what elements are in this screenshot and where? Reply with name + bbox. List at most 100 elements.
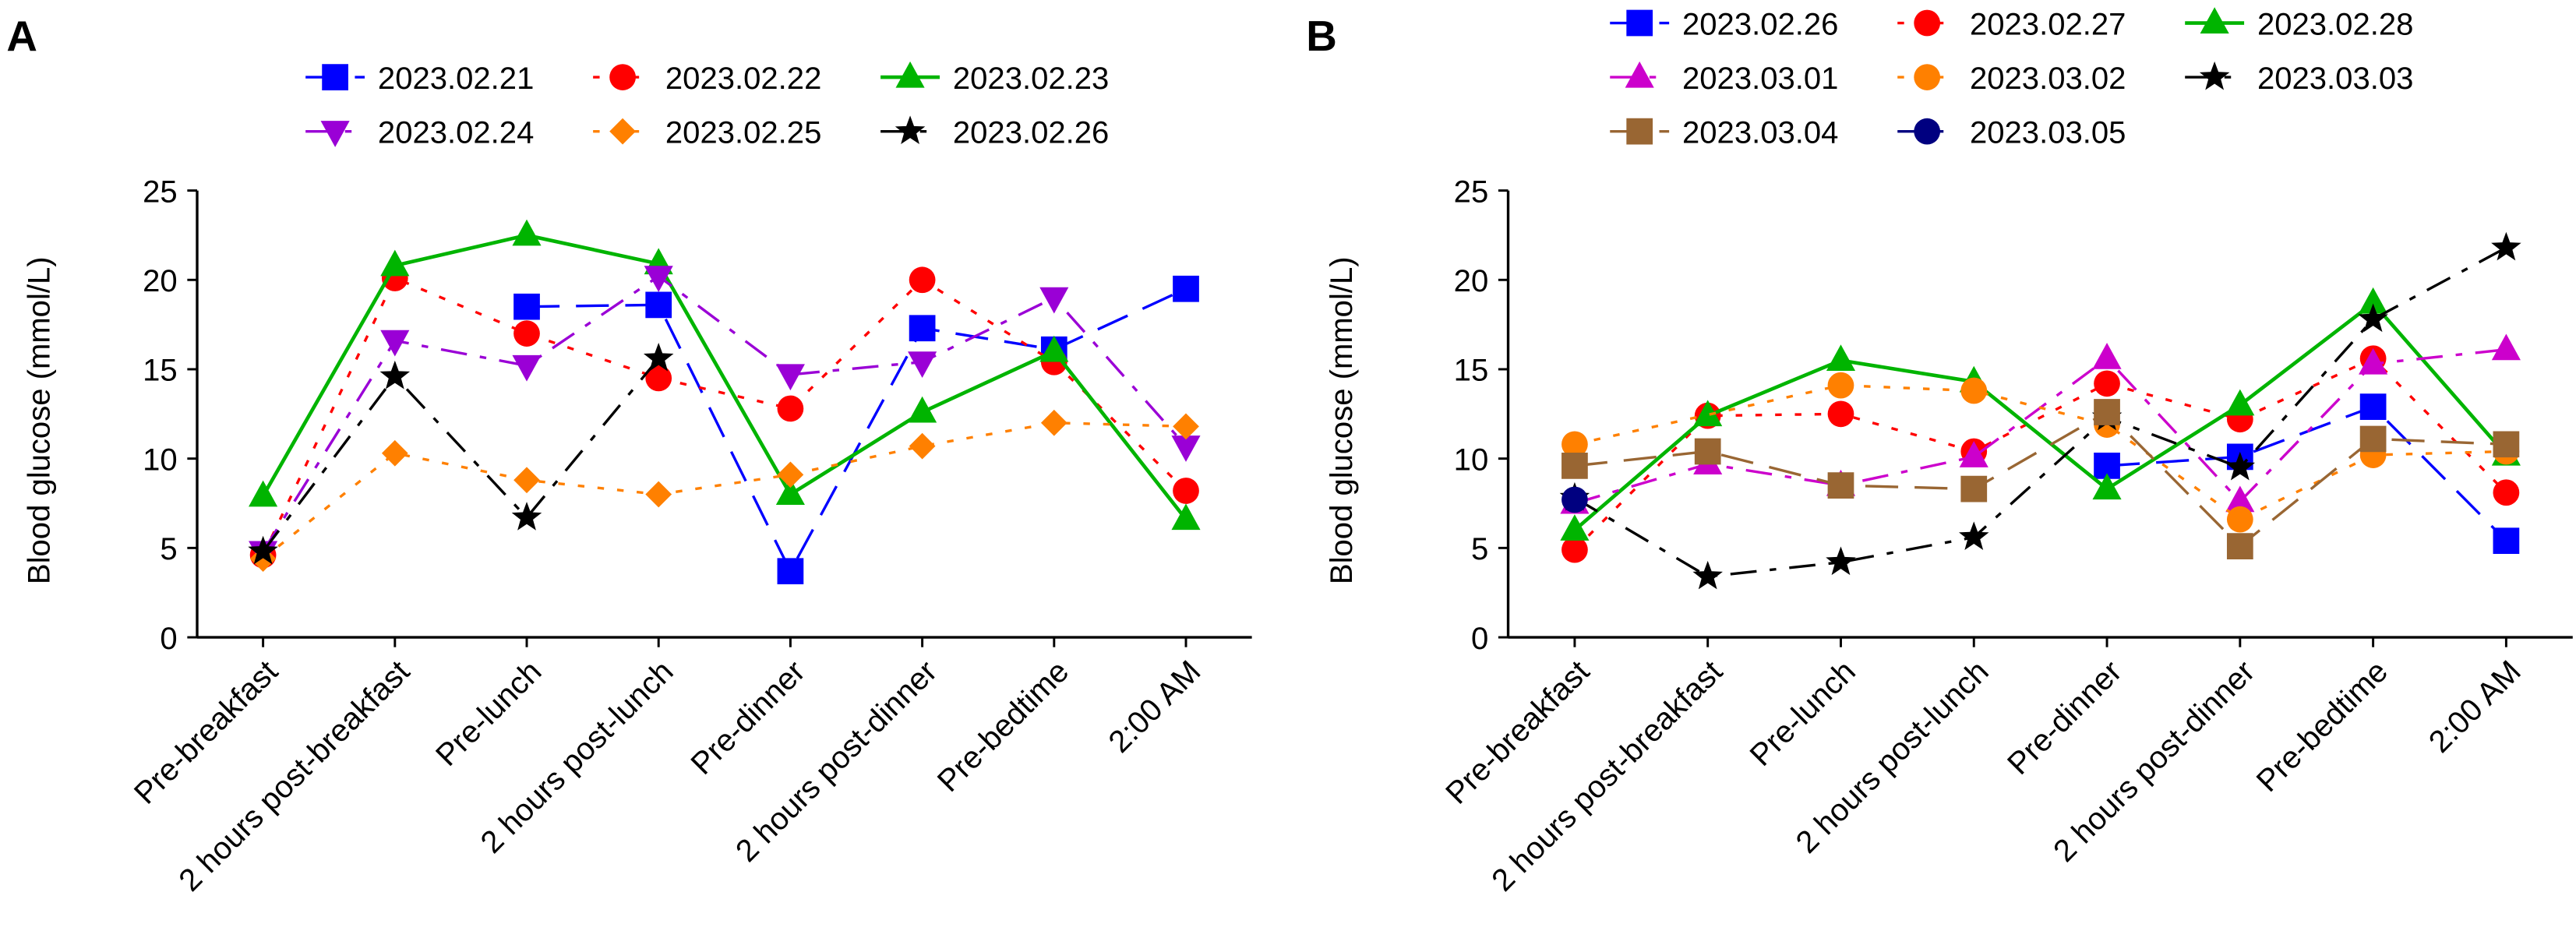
y-axis-label: Blood glucose (mmol/L) — [1325, 256, 1359, 584]
data-point — [2493, 431, 2520, 458]
legend: 2023.02.26 2023.02.27 2023.02.28 2023.03.01… — [1610, 7, 2413, 150]
legend-label: 2023.02.27 — [1970, 7, 2126, 41]
legend-label: 2023.02.28 — [2257, 7, 2413, 41]
data-point — [2094, 370, 2120, 397]
legend-label: 2023.02.26 — [1682, 7, 1838, 41]
series-2023.02.21 — [513, 275, 1199, 585]
data-point — [380, 249, 410, 277]
legend-label: 2023.02.22 — [665, 62, 821, 96]
series-2023.03.04 — [1561, 399, 2520, 559]
data-point — [512, 354, 542, 382]
legend-marker — [320, 121, 350, 147]
y-tick-label: 25 — [1454, 175, 1489, 209]
series-line — [1573, 300, 2508, 532]
data-point — [644, 266, 673, 292]
data-point — [2094, 452, 2120, 479]
panel-letter: B — [1306, 12, 1337, 60]
series-2023.03.05 — [1561, 486, 1588, 513]
legend-marker — [895, 61, 925, 88]
data-point — [1960, 377, 1988, 404]
data-point — [1561, 452, 1588, 479]
series-2023.02.27 — [1561, 345, 2520, 563]
data-point — [511, 502, 542, 531]
legend-marker — [1914, 9, 1941, 37]
legend-item: 2023.03.02 — [1897, 62, 2126, 96]
data-point — [2493, 479, 2520, 506]
data-point — [2226, 533, 2253, 559]
y-tick-label: 5 — [160, 532, 177, 566]
legend-label: 2023.03.01 — [1682, 62, 1838, 96]
y-tick-label: 20 — [1454, 264, 1489, 298]
data-point — [249, 480, 278, 507]
data-point — [1561, 431, 1588, 458]
y-tick-label: 20 — [143, 264, 178, 298]
data-point — [1827, 372, 1854, 399]
data-point — [1960, 475, 1988, 502]
legend: 2023.02.21 2023.02.22 2023.02.23 2023.02.24… — [305, 62, 1109, 150]
legend-item: 2023.02.22 — [593, 62, 821, 96]
legend-item: 2023.03.03 — [2185, 62, 2413, 96]
series-line — [1574, 246, 2507, 578]
data-point — [775, 478, 805, 506]
legend-label: 2023.02.23 — [953, 62, 1109, 96]
legend-item: 2023.02.25 — [593, 115, 821, 150]
data-point — [1827, 400, 1854, 428]
series-line — [1574, 410, 2507, 548]
data-point — [2491, 231, 2521, 261]
legend-label: 2023.02.25 — [665, 115, 821, 150]
legend-label: 2023.03.03 — [2257, 62, 2413, 96]
legend-item: 2023.02.28 — [2185, 7, 2413, 41]
legend-marker — [895, 115, 926, 145]
data-point — [908, 396, 937, 423]
x-tick-label: Pre-bedtime — [931, 654, 1075, 799]
data-point — [1171, 503, 1201, 531]
data-point — [1826, 344, 1856, 371]
data-point — [513, 320, 540, 347]
data-point — [2225, 451, 2256, 481]
legend-marker — [2200, 7, 2229, 34]
data-point — [777, 395, 804, 422]
y-tick-label: 15 — [143, 354, 178, 388]
series-line — [262, 276, 1187, 556]
data-point — [2358, 303, 2388, 333]
legend-marker — [1626, 9, 1653, 37]
series-2023.02.26 — [248, 342, 674, 565]
legend-label: 2023.02.21 — [378, 62, 534, 96]
data-point — [1173, 275, 1199, 302]
data-point — [1959, 441, 1988, 467]
x-tick-label: Pre-dinner — [2001, 654, 2128, 781]
data-point — [1173, 413, 1199, 440]
data-point — [1692, 560, 1723, 590]
y-tick-label: 10 — [1454, 443, 1489, 477]
legend-item: 2023.02.26 — [1610, 7, 1838, 41]
data-point — [2092, 473, 2122, 500]
data-point — [1561, 536, 1588, 563]
data-point — [908, 351, 937, 379]
data-point — [1173, 478, 1199, 504]
data-point — [1827, 472, 1854, 499]
x-tick-label: Pre-lunch — [1744, 654, 1862, 773]
x-tick-label: 2:00 AM — [1102, 654, 1207, 760]
legend-item: 2023.02.21 — [305, 62, 534, 96]
data-point — [1826, 546, 1856, 576]
legend-label: 2023.02.26 — [953, 115, 1109, 150]
legend-item: 2023.03.01 — [1610, 62, 1838, 96]
series-line — [261, 233, 1187, 521]
x-tick-label: Pre-bedtime — [2250, 654, 2394, 799]
data-point — [2226, 506, 2253, 533]
y-axis-label: Blood glucose (mmol/L) — [22, 256, 56, 584]
legend-item: 2023.02.23 — [880, 62, 1109, 96]
series-line — [526, 287, 1187, 574]
x-tick-label: 2 hours post-breakfast — [172, 654, 416, 898]
data-point — [2359, 393, 2387, 421]
legend-marker — [1625, 61, 1654, 88]
x-tick-label: Pre-dinner — [685, 654, 812, 781]
legend-item: 2023.03.04 — [1610, 115, 1838, 150]
legend-item: 2023.03.05 — [1897, 115, 2126, 150]
series-2023.02.25 — [249, 409, 1199, 572]
x-tick-label: 2:00 AM — [2422, 654, 2528, 760]
data-point — [2092, 342, 2122, 369]
series-line — [262, 358, 660, 553]
